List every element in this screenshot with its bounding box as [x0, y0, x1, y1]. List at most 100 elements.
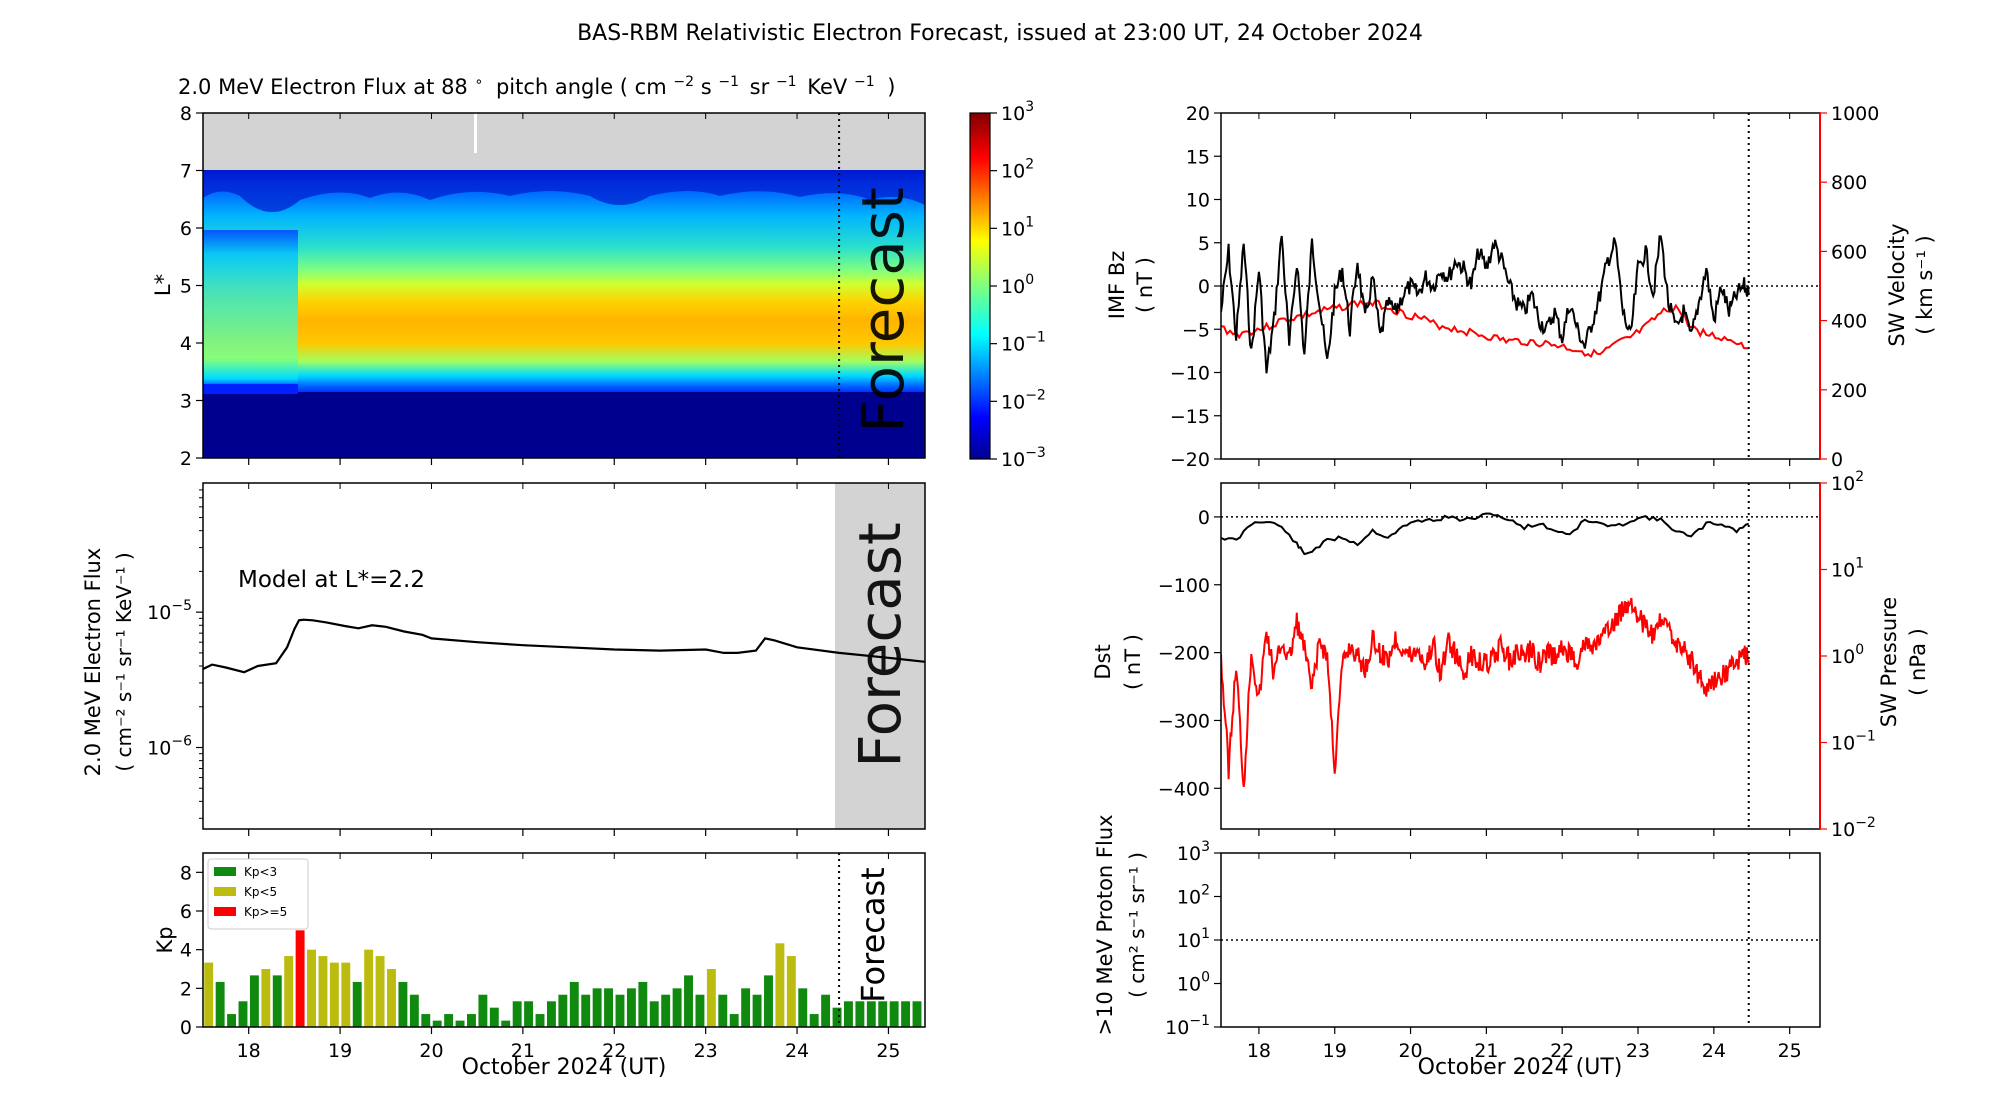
kp-bar: [661, 994, 671, 1027]
sw-pressure-label: SW Pressure: [1877, 597, 1901, 727]
colorbar: [969, 112, 991, 460]
flux-map-title-degree: ∘: [474, 74, 483, 90]
kp-legend-label-yellow: Kp<5: [244, 885, 277, 899]
proton-xtick-label: 18: [1247, 1040, 1271, 1062]
kp-bar: [741, 988, 751, 1027]
kp-ytick-label: 2: [180, 978, 192, 1000]
flux-map-title: 2.0 MeV Electron Flux at 88 ∘ pitch angl…: [178, 67, 896, 99]
dst-ylabel: Dst: [1091, 644, 1115, 679]
right-xlabel: October 2024 (UT): [1418, 1055, 1623, 1080]
proton-xtick-label: 22: [1550, 1040, 1574, 1062]
flux-map-ytick-label: 5: [180, 276, 192, 298]
kp-bar: [821, 994, 831, 1027]
kp-bar: [546, 1001, 556, 1027]
kp-xtick-label: 25: [876, 1040, 900, 1062]
sw-velocity-ytick-label: 800: [1831, 172, 1867, 194]
sw-velocity-ytick-label: 200: [1831, 380, 1867, 402]
kp-bar: [307, 949, 316, 1027]
imf-ytick-label: 10: [1186, 190, 1210, 212]
kp-ytick-label: 6: [180, 901, 192, 923]
flux-map-forecast-label: Forecast: [849, 187, 917, 432]
kp-bar: [592, 988, 602, 1027]
kp-legend-label-green: Kp<3: [244, 865, 277, 879]
kp-bar: [478, 994, 488, 1027]
kp-bar: [284, 956, 294, 1027]
page-title: BAS-RBM Relativistic Electron Forecast, …: [577, 21, 1423, 46]
flux-line-ylabel: 2.0 MeV Electron Flux: [81, 548, 105, 777]
kp-bar: [844, 1001, 853, 1027]
flux-map-ylabel: L*: [151, 274, 175, 296]
imf-ytick-label: −5: [1182, 319, 1210, 341]
kp-xtick-label: 19: [328, 1040, 352, 1062]
proton-ytick-label: 10−1: [1165, 1013, 1210, 1039]
kp-bar: [764, 975, 773, 1027]
kp-bar: [512, 1001, 522, 1027]
kp-bar: [626, 988, 636, 1027]
dst-panel: 0 −100 −200 −300 −400 10−2 10−1 100 101 102 Dst (…: [1091, 469, 1930, 841]
sw-pressure-ytick-label: 102: [1831, 469, 1864, 495]
proton-xtick-label: 21: [1474, 1040, 1498, 1062]
flux-line-ytick-label: 10−5: [147, 598, 192, 624]
flux-map-title-unit-kev: KeV: [807, 75, 848, 99]
proton-ytick-label: 100: [1177, 970, 1210, 996]
kp-frame: [202, 852, 926, 1028]
kp-bar: [581, 994, 591, 1027]
kp-bar: [272, 975, 282, 1027]
kp-bar: [341, 962, 351, 1027]
kp-xtick-label: 20: [419, 1040, 443, 1062]
kp-xtick-label: 23: [694, 1040, 718, 1062]
proton-ytick-label: 102: [1177, 883, 1210, 909]
sw-pressure-units: ( nPa ): [1906, 628, 1930, 696]
sw-pressure-series: [1221, 597, 1750, 788]
sw-velocity-ytick-label: 600: [1831, 241, 1867, 263]
kp-bar: [238, 1001, 248, 1027]
flux-map-title-exp4: −1: [854, 74, 875, 90]
sw-velocity-ytick-label: 1000: [1831, 103, 1879, 125]
imf-frame: [1220, 112, 1821, 460]
flux-map-title-unit-sr: sr: [750, 75, 770, 99]
kp-legend: Kp<3 Kp<5 Kp>=5: [207, 858, 309, 930]
imf-ytick-label: 5: [1198, 233, 1210, 255]
kp-bar: [329, 962, 339, 1027]
left-xlabel: October 2024 (UT): [462, 1055, 667, 1080]
kp-forecast-label: Forecast: [854, 867, 892, 1002]
flux-map-title-tail: pitch angle ( cm: [496, 75, 667, 99]
flux-line-ylabel-units: ( cm⁻² s⁻¹ sr⁻¹ KeV⁻¹ ): [112, 552, 136, 771]
kp-legend-swatch-yellow: [214, 887, 236, 896]
imf-ytick-label: 0: [1198, 276, 1210, 298]
sw-velocity-ytick-label: 0: [1831, 449, 1843, 471]
kp-xtick-label: 21: [511, 1040, 535, 1062]
dst-ytick-label: −200: [1158, 643, 1210, 665]
flux-line-annotation: Model at L*=2.2: [238, 567, 425, 593]
flux-map-panel: 2 3 4 5 6 7 8 L* 2.0 MeV Electron Flux at 88 ∘…: [151, 67, 1046, 471]
proton-frame: [1220, 852, 1821, 1028]
kp-bar: [878, 1001, 888, 1027]
colorbar-ytick-label: 101: [1001, 214, 1034, 240]
proton-xtick-label: 19: [1323, 1040, 1347, 1062]
colorbar-ytick-label: 103: [1001, 99, 1034, 125]
kp-bar: [215, 981, 225, 1027]
flux-map-outer-streaks: [203, 170, 925, 213]
kp-bar: [558, 994, 568, 1027]
kp-legend-label-red: Kp>=5: [244, 905, 287, 919]
flux-map-ytick-label: 3: [180, 391, 192, 413]
kp-bar: [775, 943, 785, 1027]
imf-ytick-label: −15: [1170, 406, 1210, 428]
kp-bar: [364, 949, 374, 1027]
flux-line-panel: 10−5 10−6 Model at L*=2.2 Forecast 2.0 Me…: [81, 482, 926, 836]
flux-map-ytick-label: 4: [180, 333, 192, 355]
dst-series: [1221, 512, 1750, 556]
kp-bar: [649, 1001, 659, 1027]
kp-bar: [295, 930, 305, 1027]
proton-xtick-label: 24: [1702, 1040, 1726, 1062]
sw-velocity-ytick-label: 400: [1831, 311, 1867, 333]
no-data-region: [203, 113, 925, 170]
flux-map-ytick-label: 7: [180, 161, 192, 183]
kp-bar: [718, 994, 728, 1027]
imf-ytick-label: 20: [1186, 103, 1210, 125]
kp-bar: [866, 1001, 876, 1027]
kp-bar: [695, 994, 705, 1027]
dst-ytick-label: −400: [1158, 778, 1210, 800]
kp-bar: [786, 956, 796, 1027]
